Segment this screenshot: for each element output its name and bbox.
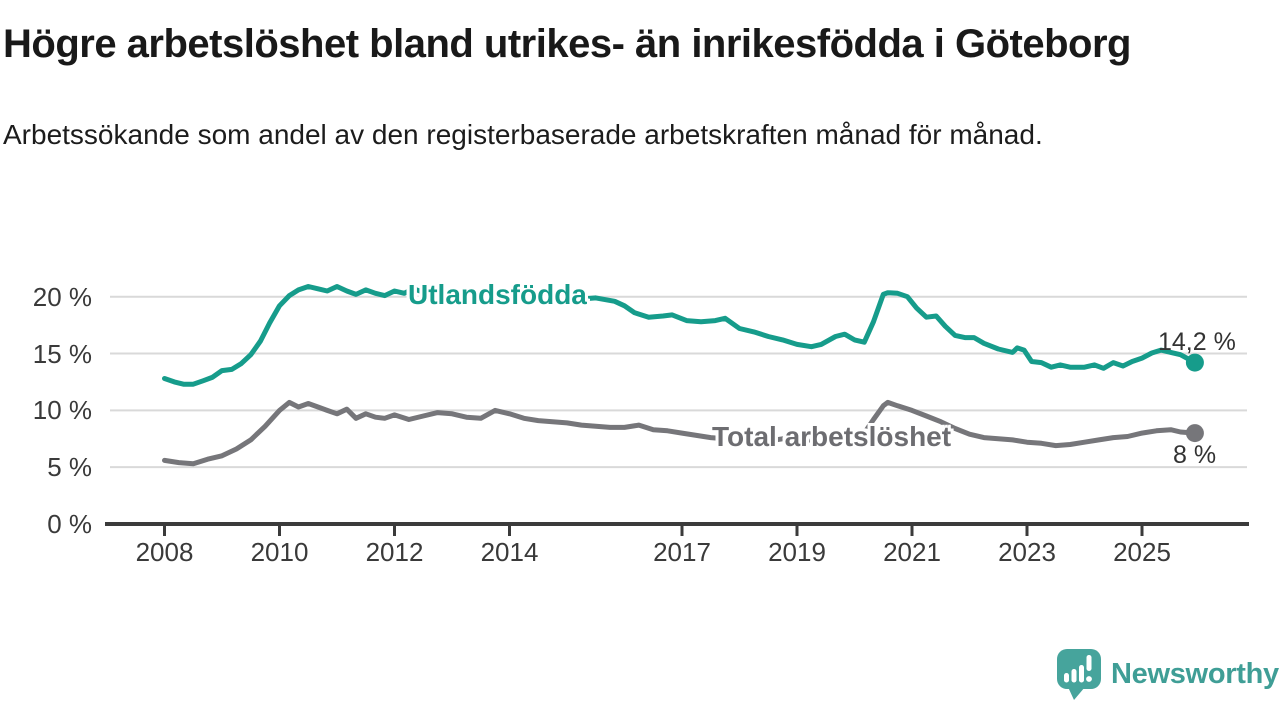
y-axis-tick-label: 20 %: [32, 281, 92, 312]
series-label-total: Total arbetslöshet: [712, 421, 952, 452]
page-title: Högre arbetslöshet bland utrikes- än inr…: [3, 22, 1131, 66]
x-axis-tick-label: 2025: [1113, 537, 1171, 567]
series-label-utlandsfodda: Utlandsfödda: [408, 279, 587, 310]
y-axis-tick-label: 10 %: [32, 395, 92, 426]
x-axis-tick-label: 2014: [480, 537, 539, 567]
x-axis-tick-label: 2023: [998, 537, 1056, 567]
newsworthy-logo-icon: [1057, 649, 1101, 700]
y-axis-tick-label: 15 %: [32, 338, 92, 369]
y-axis-tick-label: 5 %: [47, 452, 92, 483]
newsworthy-logo-text: Newsworthy: [1111, 658, 1279, 690]
x-axis-tick-label: 2019: [768, 537, 826, 567]
x-axis-tick-label: 2012: [365, 537, 424, 567]
x-axis-tick-label: 2021: [883, 537, 941, 567]
x-axis-tick-label: 2017: [653, 537, 711, 567]
chart-subtitle: Arbetssökande som andel av den registerb…: [3, 119, 1043, 150]
newsworthy-logo: Newsworthy: [1056, 648, 1279, 701]
end-dot-utlandsfodda: [1185, 353, 1204, 372]
x-axis-tick-label: 2010: [250, 537, 309, 567]
y-axis-tick-label: 0 %: [47, 509, 92, 539]
end-value-label-utlandsfodda: 14,2 %: [1158, 328, 1236, 356]
data-line-utlandsfodda: [162, 284, 1198, 387]
data-line-total: [162, 399, 1198, 467]
x-axis-tick-label: 2008: [135, 537, 194, 567]
end-value-label-total: 8 %: [1173, 441, 1217, 469]
end-dot-total: [1185, 424, 1204, 443]
